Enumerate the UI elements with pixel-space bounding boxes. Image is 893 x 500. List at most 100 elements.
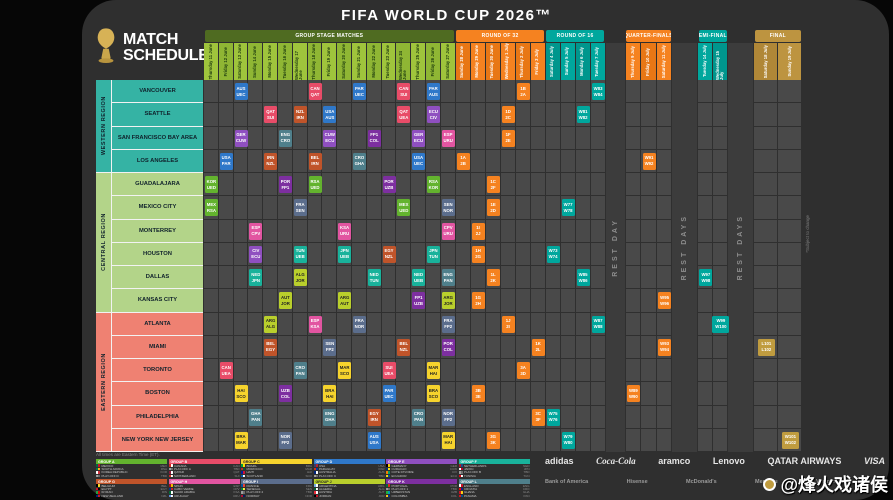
grid-cell [455,312,470,335]
grid-cell [352,196,366,219]
grid-cell [545,103,560,126]
date-column-header: Monday 15 June [263,43,277,80]
grid-cell [470,266,485,289]
team-code: PAR [355,85,364,91]
legend-group: GROUP K PORTUGAL POR PLAY-OFF 1 TBD UZBEKISTA… [386,479,457,498]
grid-cell [515,173,530,196]
team-code: COL [369,138,379,143]
grid-cell [322,312,337,335]
grid-cell [575,196,590,219]
flag-icon [241,487,245,491]
grid-cell [263,219,277,242]
flag-icon [458,484,463,487]
grid-cell [411,382,425,405]
grid-cell [698,335,713,358]
grid-cell [470,173,485,196]
match-chip: 1C 2F [486,176,500,193]
grid-cell [625,219,641,242]
match-chip: CAN UEA [219,362,233,379]
grid-cell [381,80,396,103]
grid-cell [263,242,277,265]
grid-cell [337,173,351,196]
grid-cell [426,335,440,358]
grid-cell [754,149,778,172]
grid-cell [218,266,233,289]
grid-cell [754,219,778,242]
team-code: MAR [305,467,312,472]
team-code: GER [236,132,246,138]
rest-column: REST DAYS [672,43,698,452]
match-chip: ESP CPV [249,222,263,240]
grid-cell [625,405,641,428]
team-code: 2E [505,138,511,143]
grid-cell [292,219,307,242]
grid-cell [713,80,728,103]
team-code: COL [280,393,290,399]
grid-cell [713,289,728,312]
grid-cell [470,196,485,219]
match-chip: AUT JOR [278,292,292,310]
team-code: TBD [451,487,457,492]
grid-cell [575,312,590,335]
grid-cell [656,219,672,242]
team-code: BEL [399,341,409,347]
team-code: 1H [475,248,481,254]
grid-cell [713,126,728,149]
grid-cell [292,80,307,103]
legend-team: AUSTRIA AUT [313,490,385,494]
grid-cell [366,103,381,126]
team-code: POR [280,178,291,184]
grid-cell [263,382,277,405]
grid-cell [396,428,411,451]
team-code: TBD [378,473,385,478]
team-name: PLAY-OFF A [174,467,191,472]
grid-cell [352,103,366,126]
flag-icon [168,487,173,491]
team-name: COLOMBIA [391,493,408,498]
region-band: EASTERN REGION [96,312,111,451]
region-band: CENTRAL REGION [96,173,111,312]
grid-cell [278,405,292,428]
match-chip: FP1 COL [367,129,381,147]
grid-cell [455,103,470,126]
logo-text: MATCH SCHEDULE [123,32,209,63]
match-chip: AUS UEC [234,83,248,100]
team-code: NED [251,271,261,277]
city-label: TORONTO [112,359,203,382]
sponsor-logo: Bank of America [545,479,589,485]
team-name: SENEGAL [246,487,261,492]
team-code: USA [369,440,379,446]
match-chip: USA UEC [412,152,426,170]
team-name: ENGLAND [464,483,479,488]
match-chip: 1H 2G [471,245,485,263]
flag-icon [96,467,100,471]
grid-cell [575,359,590,382]
team-code: IRN [161,490,167,495]
grid-cell [426,312,440,335]
legend-group: GROUP I FRANCE FRA SENEGAL SEN PLAY-OFF 2 TBD N… [241,479,312,498]
team-code: COL [443,347,453,353]
grid-cell [754,312,778,335]
team-code: FRA [354,318,364,324]
match-chip: ARG AUT [338,292,352,310]
team-code: CAN [310,85,320,91]
team-code: IRN [311,161,319,167]
legend-team: BELGIUM BEL [96,484,167,488]
team-name: AUSTRALIA [319,470,336,475]
team-code: UZB [384,184,394,190]
grid-cell [641,359,656,382]
team-code: 1J [505,318,511,324]
team-name: NETHERLANDS [464,463,487,468]
grid-cell [278,149,292,172]
date-column-header: Tuesday 14 July [698,43,713,80]
grid-cell [292,173,307,196]
date-column-header: Friday 19 June [322,43,337,80]
grid-cell [278,335,292,358]
grid-cell [656,266,672,289]
grid-cell [352,173,366,196]
grid-cell [218,219,233,242]
world-cup-trophy-icon [94,26,118,69]
city-label: BOSTON [112,382,203,405]
grid-cell [545,80,560,103]
team-code: W93 [660,341,670,347]
